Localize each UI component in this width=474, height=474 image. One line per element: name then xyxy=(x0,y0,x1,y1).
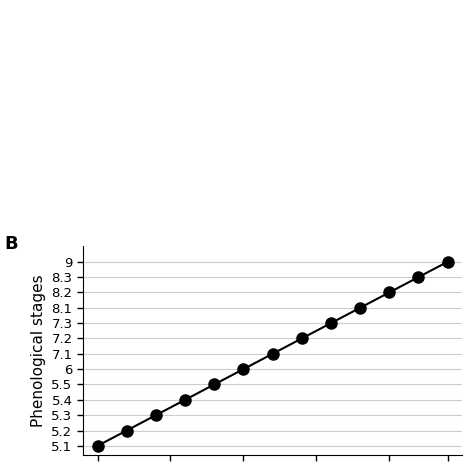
Y-axis label: Phenological stages: Phenological stages xyxy=(31,274,46,427)
Text: B: B xyxy=(5,235,18,253)
